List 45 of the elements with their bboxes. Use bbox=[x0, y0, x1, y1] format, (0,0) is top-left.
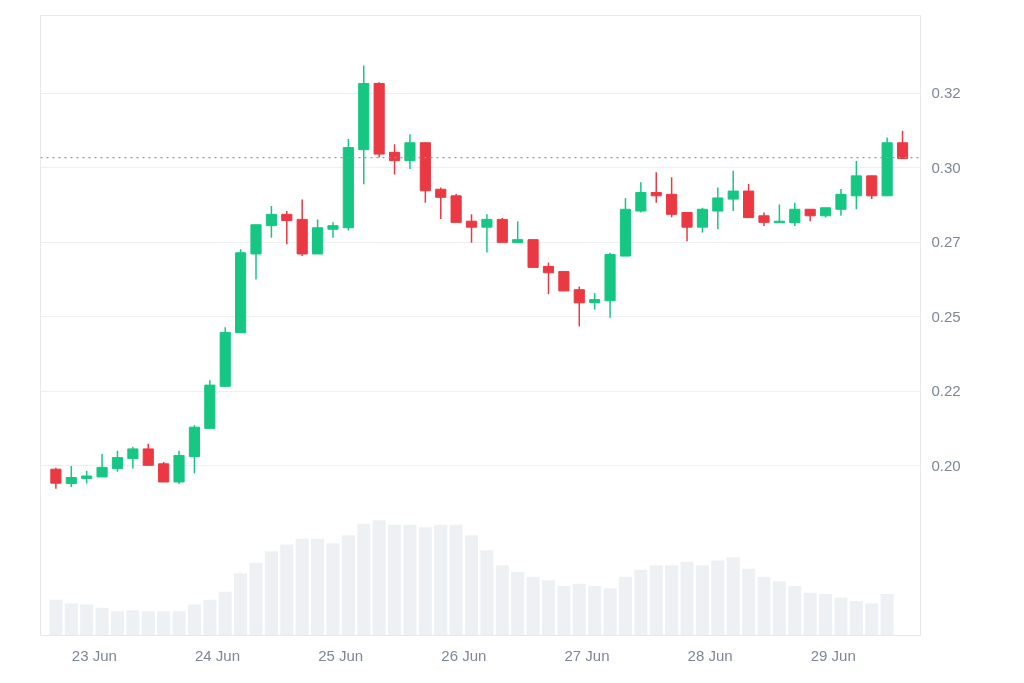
candlestick bbox=[404, 133, 416, 170]
candlestick bbox=[512, 220, 524, 244]
candlestick bbox=[712, 186, 724, 230]
x-tick-label: 24 Jun bbox=[195, 646, 241, 664]
candlestick bbox=[265, 205, 277, 239]
candlestick bbox=[850, 160, 862, 210]
candlestick bbox=[50, 466, 62, 490]
candlestick bbox=[327, 221, 339, 239]
candlestick bbox=[558, 270, 570, 292]
candlestick bbox=[542, 261, 555, 295]
candlestick bbox=[789, 201, 801, 227]
x-tick-label: 25 Jun bbox=[318, 646, 364, 664]
candlestick bbox=[127, 446, 139, 470]
candlestick bbox=[96, 453, 108, 478]
candlestick bbox=[388, 143, 401, 176]
x-tick-label: 27 Jun bbox=[564, 646, 610, 664]
candlestick bbox=[435, 186, 447, 220]
y-tick-label: 0.32 bbox=[931, 84, 961, 101]
candlestick bbox=[666, 176, 678, 219]
candlestick bbox=[573, 285, 585, 328]
y-tick-label: 0.22 bbox=[931, 382, 961, 400]
x-tick-label: 26 Jun bbox=[441, 646, 487, 664]
candlestick bbox=[481, 213, 493, 254]
x-tick-label: 28 Jun bbox=[687, 646, 733, 664]
candlestick bbox=[496, 217, 508, 244]
candlestick bbox=[727, 170, 739, 212]
x-tick-label: 29 Jun bbox=[810, 646, 856, 664]
candlestick bbox=[142, 443, 154, 467]
candlestick bbox=[111, 449, 124, 473]
y-tick-label: 0.30 bbox=[931, 158, 961, 176]
candlestick bbox=[866, 175, 878, 200]
candlestick bbox=[696, 207, 708, 234]
candlestick bbox=[681, 211, 693, 242]
candlestick bbox=[650, 171, 662, 204]
candlestick bbox=[635, 181, 647, 214]
candlestick bbox=[896, 130, 909, 160]
candlestick bbox=[65, 465, 77, 488]
candlestick bbox=[465, 213, 478, 244]
candlestick bbox=[281, 210, 293, 245]
x-tick-label: 23 Jun bbox=[71, 646, 117, 664]
y-tick-label: 0.27 bbox=[931, 233, 961, 251]
candlestick bbox=[835, 188, 847, 217]
candlestick bbox=[158, 461, 170, 483]
y-tick-label: 0.20 bbox=[931, 456, 961, 474]
y-tick-label: 0.25 bbox=[931, 307, 961, 325]
